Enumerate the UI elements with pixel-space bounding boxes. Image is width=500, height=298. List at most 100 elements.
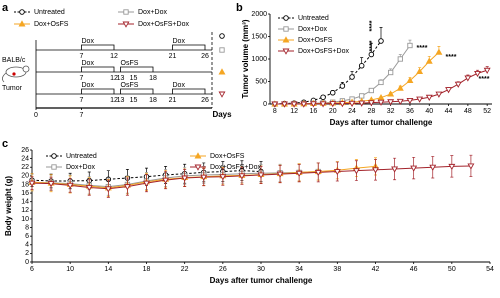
panel-label: b <box>236 2 243 14</box>
marker <box>467 163 475 170</box>
x-tick-label: 6 <box>30 266 34 273</box>
legend-marker <box>282 48 290 55</box>
y-tick-label: 14 <box>21 199 29 206</box>
y-tick-label: 16 <box>21 190 29 197</box>
series-line <box>274 51 440 105</box>
treatment-bracket <box>81 88 115 94</box>
panel-label: a <box>2 2 9 14</box>
legend-label: Untreated <box>66 153 97 160</box>
marker <box>483 67 491 74</box>
marker <box>218 91 226 98</box>
legend-marker <box>123 9 129 15</box>
marker <box>387 90 395 97</box>
marker <box>474 70 481 78</box>
x-tick-label: 42 <box>372 266 380 273</box>
significance: **** <box>369 40 376 51</box>
legend-label: Dox+Dox <box>66 164 95 171</box>
y-tick-label: 500 <box>255 78 267 85</box>
marker <box>454 81 462 88</box>
significance: **** <box>479 76 490 83</box>
day-label: 21 <box>169 53 177 60</box>
x-tick-label: 48 <box>464 108 472 115</box>
marker <box>352 168 360 175</box>
y-tick-label: 26 <box>21 147 29 154</box>
legend-marker <box>51 153 57 159</box>
x-tick-label: 44 <box>445 108 453 115</box>
day-label: 7 <box>80 53 84 60</box>
axis-title: Days <box>212 110 232 119</box>
legend-label: Dox+OsFS+Dox <box>210 164 261 171</box>
legend-marker <box>18 20 26 27</box>
day-label: 7 <box>80 112 84 119</box>
y-tick-label: 4 <box>25 242 29 249</box>
legend-marker <box>51 164 57 170</box>
marker <box>358 63 365 69</box>
series-line <box>31 171 319 188</box>
marker <box>300 101 308 108</box>
x-tick-label: 24 <box>348 108 356 115</box>
legend-label: Dox+OsFS <box>34 21 69 28</box>
marker <box>348 100 356 108</box>
day-label: 12 <box>110 75 118 82</box>
y-tick-label: 6 <box>25 233 29 240</box>
marker <box>66 182 74 190</box>
legend-marker <box>194 164 202 171</box>
day-label: 13 <box>117 75 125 82</box>
legend-label: Dox+OsFS <box>210 153 245 160</box>
marker <box>123 184 131 191</box>
marker <box>416 96 424 103</box>
marker <box>349 74 355 80</box>
marker <box>358 100 366 107</box>
marker <box>219 174 227 181</box>
treatment-bracket <box>172 44 206 50</box>
treatment-label: Dox <box>82 60 95 67</box>
marker <box>435 91 443 98</box>
day-label: 15 <box>130 75 138 82</box>
legend-label: Dox+OsFS+Dox <box>298 48 349 55</box>
x-tick-label: 8 <box>273 108 277 115</box>
marker <box>445 87 453 94</box>
y-tick-label: 24 <box>21 155 29 162</box>
marker <box>359 93 365 99</box>
marker <box>406 76 414 84</box>
marker <box>396 84 404 91</box>
x-tick-label: 54 <box>486 266 494 273</box>
marker <box>200 174 208 181</box>
x-tick-label: 50 <box>448 266 456 273</box>
x-tick-label: 38 <box>333 266 341 273</box>
y-tick-label: 1000 <box>251 56 267 63</box>
marker <box>238 173 246 180</box>
marker <box>368 51 375 58</box>
marker <box>47 181 55 188</box>
y-tick-label: 2 <box>25 250 29 257</box>
marker <box>368 87 374 94</box>
marker <box>378 38 384 44</box>
marker <box>464 75 472 82</box>
marker <box>276 171 284 178</box>
treatment-label: Dox <box>173 82 186 89</box>
series-line <box>274 40 382 105</box>
day-label: 26 <box>201 97 209 104</box>
x-tick-label: 28 <box>367 108 375 115</box>
y-axis-title: Body weight (g) <box>4 176 13 236</box>
marker <box>320 94 326 100</box>
legend-label: Dox+Dox <box>138 9 167 16</box>
x-tick-label: 10 <box>66 266 74 273</box>
day-label: 21 <box>169 97 177 104</box>
y-axis-title: Tumor volume (mm³) <box>241 19 250 98</box>
x-tick-label: 40 <box>425 108 433 115</box>
marker <box>257 172 265 179</box>
marker <box>397 56 403 62</box>
legend-label: Untreated <box>298 15 329 22</box>
significance: **** <box>446 54 457 61</box>
marker <box>339 83 346 89</box>
x-tick-label: 34 <box>295 266 303 273</box>
treatment-bracket <box>172 88 206 94</box>
x-tick-label: 22 <box>181 266 189 273</box>
treatment-bracket <box>81 44 115 50</box>
y-tick-label: 10 <box>21 216 29 223</box>
tumor-label: Tumor <box>2 85 23 92</box>
marker <box>448 163 456 171</box>
marker <box>309 101 317 108</box>
marker <box>387 99 395 106</box>
